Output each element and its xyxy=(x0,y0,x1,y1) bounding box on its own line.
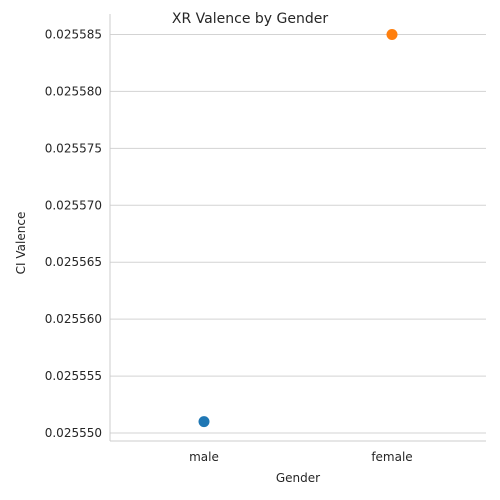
x-tick-label: male xyxy=(189,450,219,464)
grid-lines xyxy=(110,33,486,434)
x-tick-labels: male female xyxy=(189,450,413,464)
x-tick-label: female xyxy=(371,450,412,464)
y-tick-label: 0.025550 xyxy=(45,426,102,440)
y-tick-label: 0.025585 xyxy=(45,27,102,41)
y-tick-label: 0.025570 xyxy=(45,198,102,212)
data-point-female xyxy=(386,28,398,40)
y-tick-label: 0.025580 xyxy=(45,84,102,98)
axes xyxy=(109,14,486,442)
y-tick-label: 0.025575 xyxy=(45,141,102,155)
y-tick-label: 0.025565 xyxy=(45,255,102,269)
y-tick-label: 0.025560 xyxy=(45,312,102,326)
y-axis-label: CI Valence xyxy=(14,212,28,275)
data-points xyxy=(198,28,398,428)
y-tick-labels: 0.025550 0.025555 0.025560 0.025565 0.025570… xyxy=(45,27,102,440)
chart-title: XR Valence by Gender xyxy=(172,11,328,27)
data-point-male xyxy=(198,416,210,428)
y-tick-label: 0.025555 xyxy=(45,369,102,383)
x-axis-label: Gender xyxy=(276,471,320,485)
